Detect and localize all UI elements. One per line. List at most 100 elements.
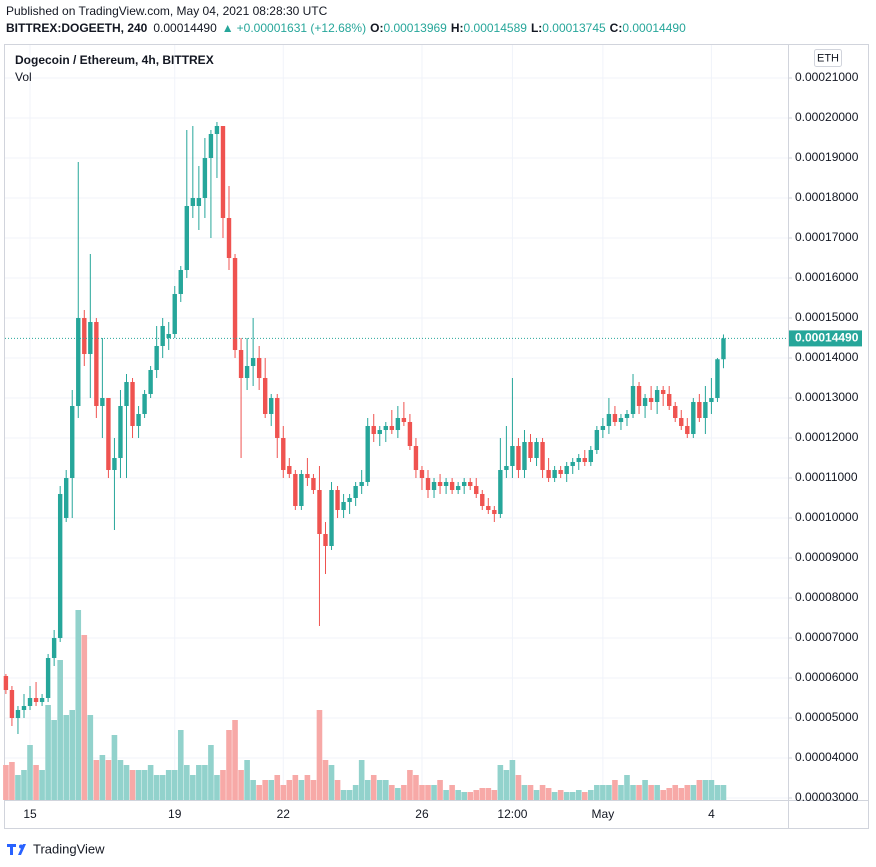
candle-body [94,322,99,406]
ohlc-label: C: [610,21,623,35]
volume-bar [226,730,232,800]
candle-body [287,466,292,474]
volume-bar [515,775,522,800]
volume-bar [509,760,516,800]
volume-bar [310,780,317,800]
volume-bar [328,765,335,800]
ohlc-label: O: [370,21,383,35]
candle-body [220,126,226,218]
volume-bar [153,775,160,800]
candle-body [317,490,322,534]
volume-bar [87,715,94,800]
volume-bar [624,775,630,800]
volume-bar [117,760,124,800]
candle-body [564,466,569,474]
candle-body [540,442,545,470]
grid-layer [5,45,788,800]
volume-bar [642,780,648,800]
candle-body [353,486,358,498]
candle-body [142,394,147,414]
candle-body [437,482,443,486]
volume-bar [75,610,82,800]
volume-bar [720,785,727,800]
volume-bar [666,788,672,800]
candle-body [64,478,69,518]
candle-body [703,402,708,418]
y-tick-label: 0.00013000 [795,390,859,404]
volume-bar [256,785,262,800]
price: 0.00014490 [153,21,217,35]
candle-body [118,406,123,458]
candle-body [238,350,244,378]
volume-bar [334,780,341,800]
volume-bar [51,720,57,800]
volume-bar [539,785,546,800]
change: +0.00001631 (+12.68%) [237,21,366,35]
volume-bar [497,765,504,800]
candle-body [323,534,328,546]
volume-bar [69,710,76,800]
candle-body [76,318,81,406]
volume-bar [491,790,498,800]
candle-body [178,270,183,294]
volume-bar [455,790,461,800]
candle-body [588,450,594,462]
candle-body [594,430,600,450]
volume-bar [274,775,281,800]
candle-body [202,158,208,198]
volume-bar [503,770,510,800]
candle-body [226,218,232,258]
volume-bar [479,788,486,800]
candle-body [685,426,690,434]
published-note: Published on TradingView.com, May 04, 20… [6,4,328,18]
volume-bar [696,780,703,800]
ohlc-value: 0.00014490 [622,21,686,35]
axis-layer: 0.00003000 0.00004000 0.00005000 0.00006000… [5,70,862,821]
candle-body [679,418,684,426]
candle-body [21,706,27,710]
candle-body [9,690,15,718]
candle-body [184,206,189,270]
volume-bar [563,792,570,800]
volume-bar [111,735,118,800]
volume-bar [407,770,413,800]
candle-body [208,134,214,158]
candle-body [570,462,575,466]
candle-body [365,426,370,482]
candle-body [582,458,587,462]
candle-body [39,698,45,702]
volume-bar [600,785,606,800]
symbol-line: BITTREX:DOGEETH, 240 0.00014490 ▲ +0.000016… [6,21,686,35]
volume-bar [27,745,33,800]
candle-body [673,406,678,418]
candle-body [474,486,479,494]
last-price-box [789,330,862,347]
candle-body [419,470,425,478]
candle-body [82,318,87,354]
candle-body [691,402,696,434]
candle-body [15,710,21,718]
last-price-label: 0.00014490 [795,331,859,345]
footer-logo [7,844,26,855]
candle-body [612,414,618,422]
candle-body [57,494,63,638]
volume-bar [190,775,196,800]
candle-body [335,490,340,510]
candle-body [347,498,352,502]
volume-bar [382,780,389,800]
volume-bar [419,785,425,800]
candle-body [112,458,117,470]
volume-bar [21,770,27,800]
y-tick-label: 0.00016000 [795,270,859,284]
volume-bar [141,770,148,800]
candle-body [160,326,165,346]
candle-body [522,442,527,470]
footer-brand: TradingView [33,841,105,856]
candle-body [395,418,401,430]
chart-frame [4,44,869,829]
volume-bar [358,760,365,800]
y-tick-label: 0.00012000 [795,430,859,444]
volume-bar [551,792,558,800]
